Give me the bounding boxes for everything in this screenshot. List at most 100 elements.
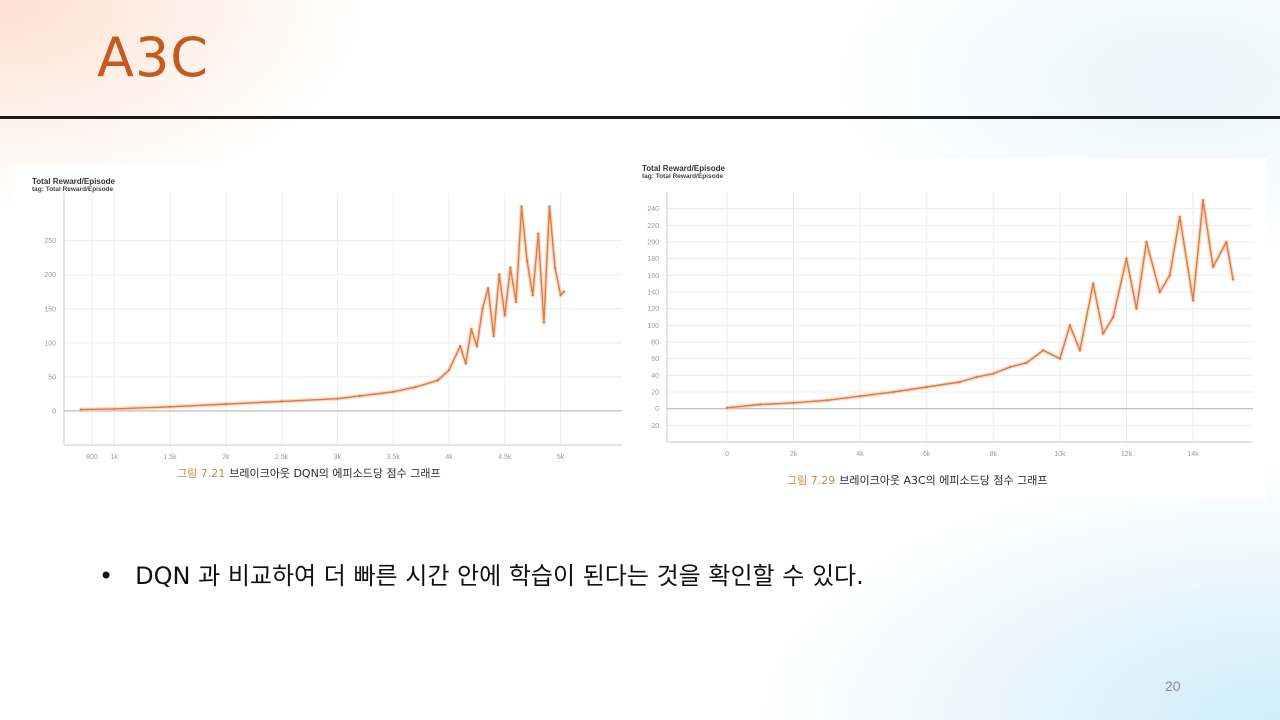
dqn-y-tick-label: 250: [44, 238, 56, 245]
a3c-data-point: [1211, 265, 1215, 269]
dqn-data-point: [168, 405, 172, 409]
a3c-data-point: [1091, 282, 1095, 285]
dqn-data-point: [537, 232, 540, 236]
a3c-data-point: [1168, 274, 1171, 277]
a3c-data-point: [1042, 349, 1045, 352]
a3c-y-tick-label: 100: [647, 323, 659, 330]
dqn-data-point: [79, 408, 82, 411]
dqn-data-point: [113, 407, 116, 411]
dqn-data-point: [548, 205, 551, 208]
dqn-x-tick-label: 5k: [557, 454, 565, 461]
dqn-data-point: [358, 394, 361, 398]
dqn-chart-header: Total Reward/Episode tag: Total Reward/E…: [32, 177, 115, 193]
a3c-chart-panel: -20 0 20 40 60 80 100 120 140 160 180 200 220 240 0 2k 4…: [637, 158, 1267, 500]
a3c-data-point: [1158, 290, 1161, 294]
a3c-x-tick-label: 14k: [1187, 451, 1199, 458]
a3c-data-point: [925, 385, 928, 389]
a3c-y-tick-label: 220: [647, 223, 659, 230]
dqn-y-tick-label: 200: [44, 272, 56, 279]
dqn-data-point: [562, 290, 566, 293]
dqn-data-point: [542, 321, 546, 324]
a3c-y-tick-label: 160: [647, 273, 659, 280]
a3c-data-point: [858, 394, 862, 398]
a3c-caption-text: 브레이크아웃 A3C의 에피소드당 점수 그래프: [839, 474, 1048, 487]
dqn-data-point: [458, 345, 462, 348]
a3c-chart-header: Total Reward/Episode tag: Total Reward/E…: [642, 164, 725, 180]
a3c-data-point: [1201, 199, 1205, 202]
bullet-point: • DQN 과 비교하여 더 빠른 시간 안에 학습이 된다는 것을 확인할 수 …: [99, 556, 864, 591]
dqn-y-tick-label: 100: [44, 340, 56, 347]
dqn-data-point: [481, 307, 484, 310]
dqn-x-tick-label: 3.5k: [387, 454, 401, 461]
a3c-data-point: [1078, 349, 1082, 352]
dqn-x-tick-label: 2k: [222, 454, 230, 461]
dqn-data-point: [559, 293, 562, 297]
a3c-x-tick-label: 10k: [1054, 451, 1066, 458]
dqn-data-point: [464, 362, 467, 365]
dqn-figure-caption: 그림 7.21 브레이크아웃 DQN의 에피소드당 점수 그래프: [177, 465, 441, 481]
dqn-reward-chart: 0 50 100 150 200 250 800 1k 1.5k 2k 2.5k 3k 3.5k 4k 4.…: [44, 193, 622, 461]
dqn-x-tick-label: 2.5k: [275, 454, 289, 461]
a3c-x-tick-label: 6k: [923, 451, 931, 458]
a3c-y-tick-label: 40: [651, 373, 659, 380]
dqn-x-tick-label: 4.5k: [498, 454, 512, 461]
a3c-data-point: [1008, 365, 1012, 369]
a3c-data-point: [892, 390, 895, 394]
a3c-data-point: [1125, 257, 1128, 260]
a3c-data-point: [825, 399, 829, 402]
a3c-data-point: [759, 403, 762, 406]
dqn-y-tick-label: 150: [44, 306, 56, 313]
a3c-y-tick-label: 60: [651, 356, 659, 363]
a3c-data-point: [1025, 361, 1028, 365]
a3c-figure-caption: 그림 7.29 브레이크아웃 A3C의 에피소드당 점수 그래프: [787, 472, 1047, 488]
a3c-data-point: [792, 401, 795, 405]
a3c-data-point: [992, 372, 995, 375]
a3c-caption-number: 그림 7.29: [787, 474, 836, 487]
dqn-data-point: [492, 334, 495, 338]
dqn-data-point: [470, 328, 473, 331]
a3c-data-point: [958, 380, 962, 384]
dqn-x-tick-label: 800: [86, 454, 98, 461]
a3c-y-tick-label: 20: [651, 390, 659, 397]
a3c-data-point: [1111, 315, 1115, 319]
dqn-data-point: [509, 266, 512, 270]
dqn-data-point: [531, 293, 534, 297]
a3c-y-tick-label: 120: [647, 306, 659, 313]
a3c-data-point: [1145, 240, 1148, 244]
dqn-chart-header-tag: tag: Total Reward/Episode: [32, 186, 114, 193]
a3c-x-tick-label: 12k: [1121, 451, 1133, 458]
a3c-data-point: [1178, 215, 1181, 219]
dqn-data-point: [392, 390, 395, 394]
a3c-y-tick-label: 0: [655, 406, 659, 413]
dqn-data-point: [498, 273, 501, 276]
a3c-x-tick-label: 8k: [990, 451, 998, 458]
a3c-data-point: [1068, 324, 1072, 327]
dqn-data-point: [503, 314, 507, 317]
bullet-dot: •: [99, 562, 114, 590]
a3c-y-tick-label: 80: [651, 340, 659, 347]
dqn-x-tick-label: 1.5k: [163, 454, 177, 461]
title-divider: [0, 116, 1280, 119]
a3c-x-tick-label: 0: [725, 451, 729, 458]
bullet-text: DQN 과 비교하여 더 빠른 시간 안에 학습이 된다는 것을 확인할 수 있…: [135, 562, 864, 590]
dqn-data-point: [436, 379, 440, 382]
a3c-x-tick-label: 4k: [856, 451, 864, 458]
dqn-data-point: [486, 287, 490, 290]
a3c-y-tick-label: 200: [647, 240, 659, 247]
dqn-data-point: [280, 400, 283, 403]
dqn-data-point: [336, 397, 339, 400]
a3c-data-point: [1191, 299, 1195, 302]
a3c-data-point: [1225, 240, 1228, 244]
dqn-caption-number: 그림 7.21: [177, 467, 226, 480]
dqn-chart-panel: 0 50 100 150 200 250 800 1k 1.5k 2k 2.5k 3k 3.5k 4k 4.…: [10, 165, 630, 500]
a3c-data-point: [975, 375, 978, 379]
a3c-y-tick-label: -20: [649, 423, 659, 430]
dqn-x-tick-label: 1k: [111, 454, 119, 461]
a3c-series-line: [726, 199, 1234, 409]
dqn-data-point: [553, 266, 557, 270]
dqn-series-halo: [80, 204, 566, 412]
dqn-y-tick-label: 50: [48, 374, 56, 381]
dqn-x-tick-label: 3k: [334, 454, 342, 461]
slide-title: A3C: [97, 26, 210, 89]
dqn-data-point: [447, 368, 451, 372]
